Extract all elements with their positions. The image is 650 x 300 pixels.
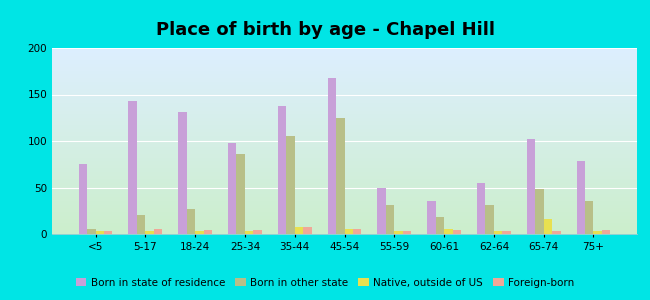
Bar	[245, 231, 254, 234]
Bar	[494, 231, 502, 234]
Bar	[286, 136, 294, 234]
Bar	[593, 231, 602, 234]
Bar	[526, 139, 535, 234]
Bar	[386, 205, 395, 234]
Legend: Born in state of residence, Born in other state, Native, outside of US, Foreign-: Born in state of residence, Born in othe…	[72, 274, 578, 292]
Bar	[254, 230, 262, 234]
Bar	[436, 217, 444, 234]
Bar	[104, 231, 112, 234]
Bar	[477, 183, 486, 234]
Bar	[403, 231, 411, 234]
Bar	[228, 143, 237, 234]
Bar	[395, 231, 403, 234]
Bar	[96, 231, 104, 234]
Bar	[543, 219, 552, 234]
Bar	[502, 231, 511, 234]
Bar	[146, 231, 154, 234]
Bar	[187, 209, 195, 234]
Text: Place of birth by age - Chapel Hill: Place of birth by age - Chapel Hill	[155, 21, 495, 39]
Bar	[577, 160, 585, 234]
Bar	[585, 200, 593, 234]
Bar	[336, 118, 344, 234]
Bar	[178, 112, 187, 234]
Bar	[79, 164, 87, 234]
Bar	[129, 101, 137, 234]
Bar	[378, 188, 386, 234]
Bar	[427, 200, 436, 234]
Bar	[203, 230, 212, 234]
Bar	[344, 229, 353, 234]
Bar	[552, 231, 560, 234]
Bar	[535, 189, 543, 234]
Bar	[444, 229, 452, 234]
Bar	[237, 154, 245, 234]
Bar	[452, 230, 461, 234]
Bar	[486, 205, 494, 234]
Bar	[328, 78, 336, 234]
Bar	[303, 226, 311, 234]
Bar	[294, 226, 303, 234]
Bar	[353, 229, 361, 234]
Bar	[195, 231, 203, 234]
Bar	[87, 229, 96, 234]
Bar	[137, 215, 146, 234]
Bar	[154, 229, 162, 234]
Bar	[278, 106, 286, 234]
Bar	[602, 230, 610, 234]
